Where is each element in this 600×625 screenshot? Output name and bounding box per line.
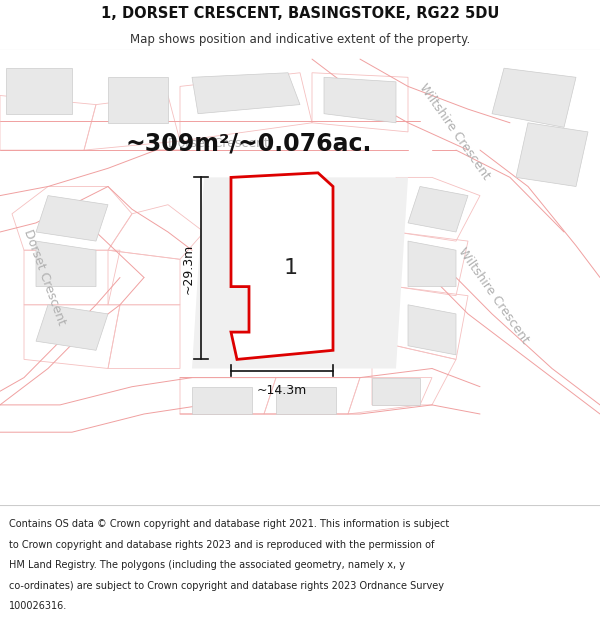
Text: ~309m²/~0.076ac.: ~309m²/~0.076ac.	[126, 131, 373, 155]
Polygon shape	[276, 387, 336, 414]
Polygon shape	[36, 305, 108, 350]
Text: 100026316.: 100026316.	[9, 601, 67, 611]
Polygon shape	[408, 186, 468, 232]
Text: Map shows position and indicative extent of the property.: Map shows position and indicative extent…	[130, 32, 470, 46]
Text: co-ordinates) are subject to Crown copyright and database rights 2023 Ordnance S: co-ordinates) are subject to Crown copyr…	[9, 581, 444, 591]
Polygon shape	[36, 196, 108, 241]
Text: ~14.3m: ~14.3m	[257, 384, 307, 398]
Text: to Crown copyright and database rights 2023 and is reproduced with the permissio: to Crown copyright and database rights 2…	[9, 540, 434, 550]
Text: Contains OS data © Crown copyright and database right 2021. This information is : Contains OS data © Crown copyright and d…	[9, 519, 449, 529]
Polygon shape	[324, 78, 396, 122]
Text: Wiltshire Crescent: Wiltshire Crescent	[456, 246, 532, 346]
Text: Dorset Crescent: Dorset Crescent	[22, 228, 68, 327]
Polygon shape	[192, 387, 252, 414]
Polygon shape	[372, 378, 420, 405]
Text: ~29.3m: ~29.3m	[181, 243, 194, 294]
Polygon shape	[408, 241, 456, 287]
Polygon shape	[192, 72, 300, 114]
Polygon shape	[6, 68, 72, 114]
Text: Dorset Crescent: Dorset Crescent	[168, 137, 269, 150]
Polygon shape	[36, 241, 96, 287]
Polygon shape	[516, 122, 588, 186]
Text: 1, DORSET CRESCENT, BASINGSTOKE, RG22 5DU: 1, DORSET CRESCENT, BASINGSTOKE, RG22 5D…	[101, 6, 499, 21]
Polygon shape	[492, 68, 576, 128]
Polygon shape	[408, 305, 456, 355]
Polygon shape	[108, 78, 168, 122]
Text: 1: 1	[284, 258, 298, 278]
Polygon shape	[231, 173, 333, 359]
Polygon shape	[192, 177, 408, 369]
Text: HM Land Registry. The polygons (including the associated geometry, namely x, y: HM Land Registry. The polygons (includin…	[9, 560, 405, 570]
Text: Wiltshire Crescent: Wiltshire Crescent	[417, 81, 493, 182]
